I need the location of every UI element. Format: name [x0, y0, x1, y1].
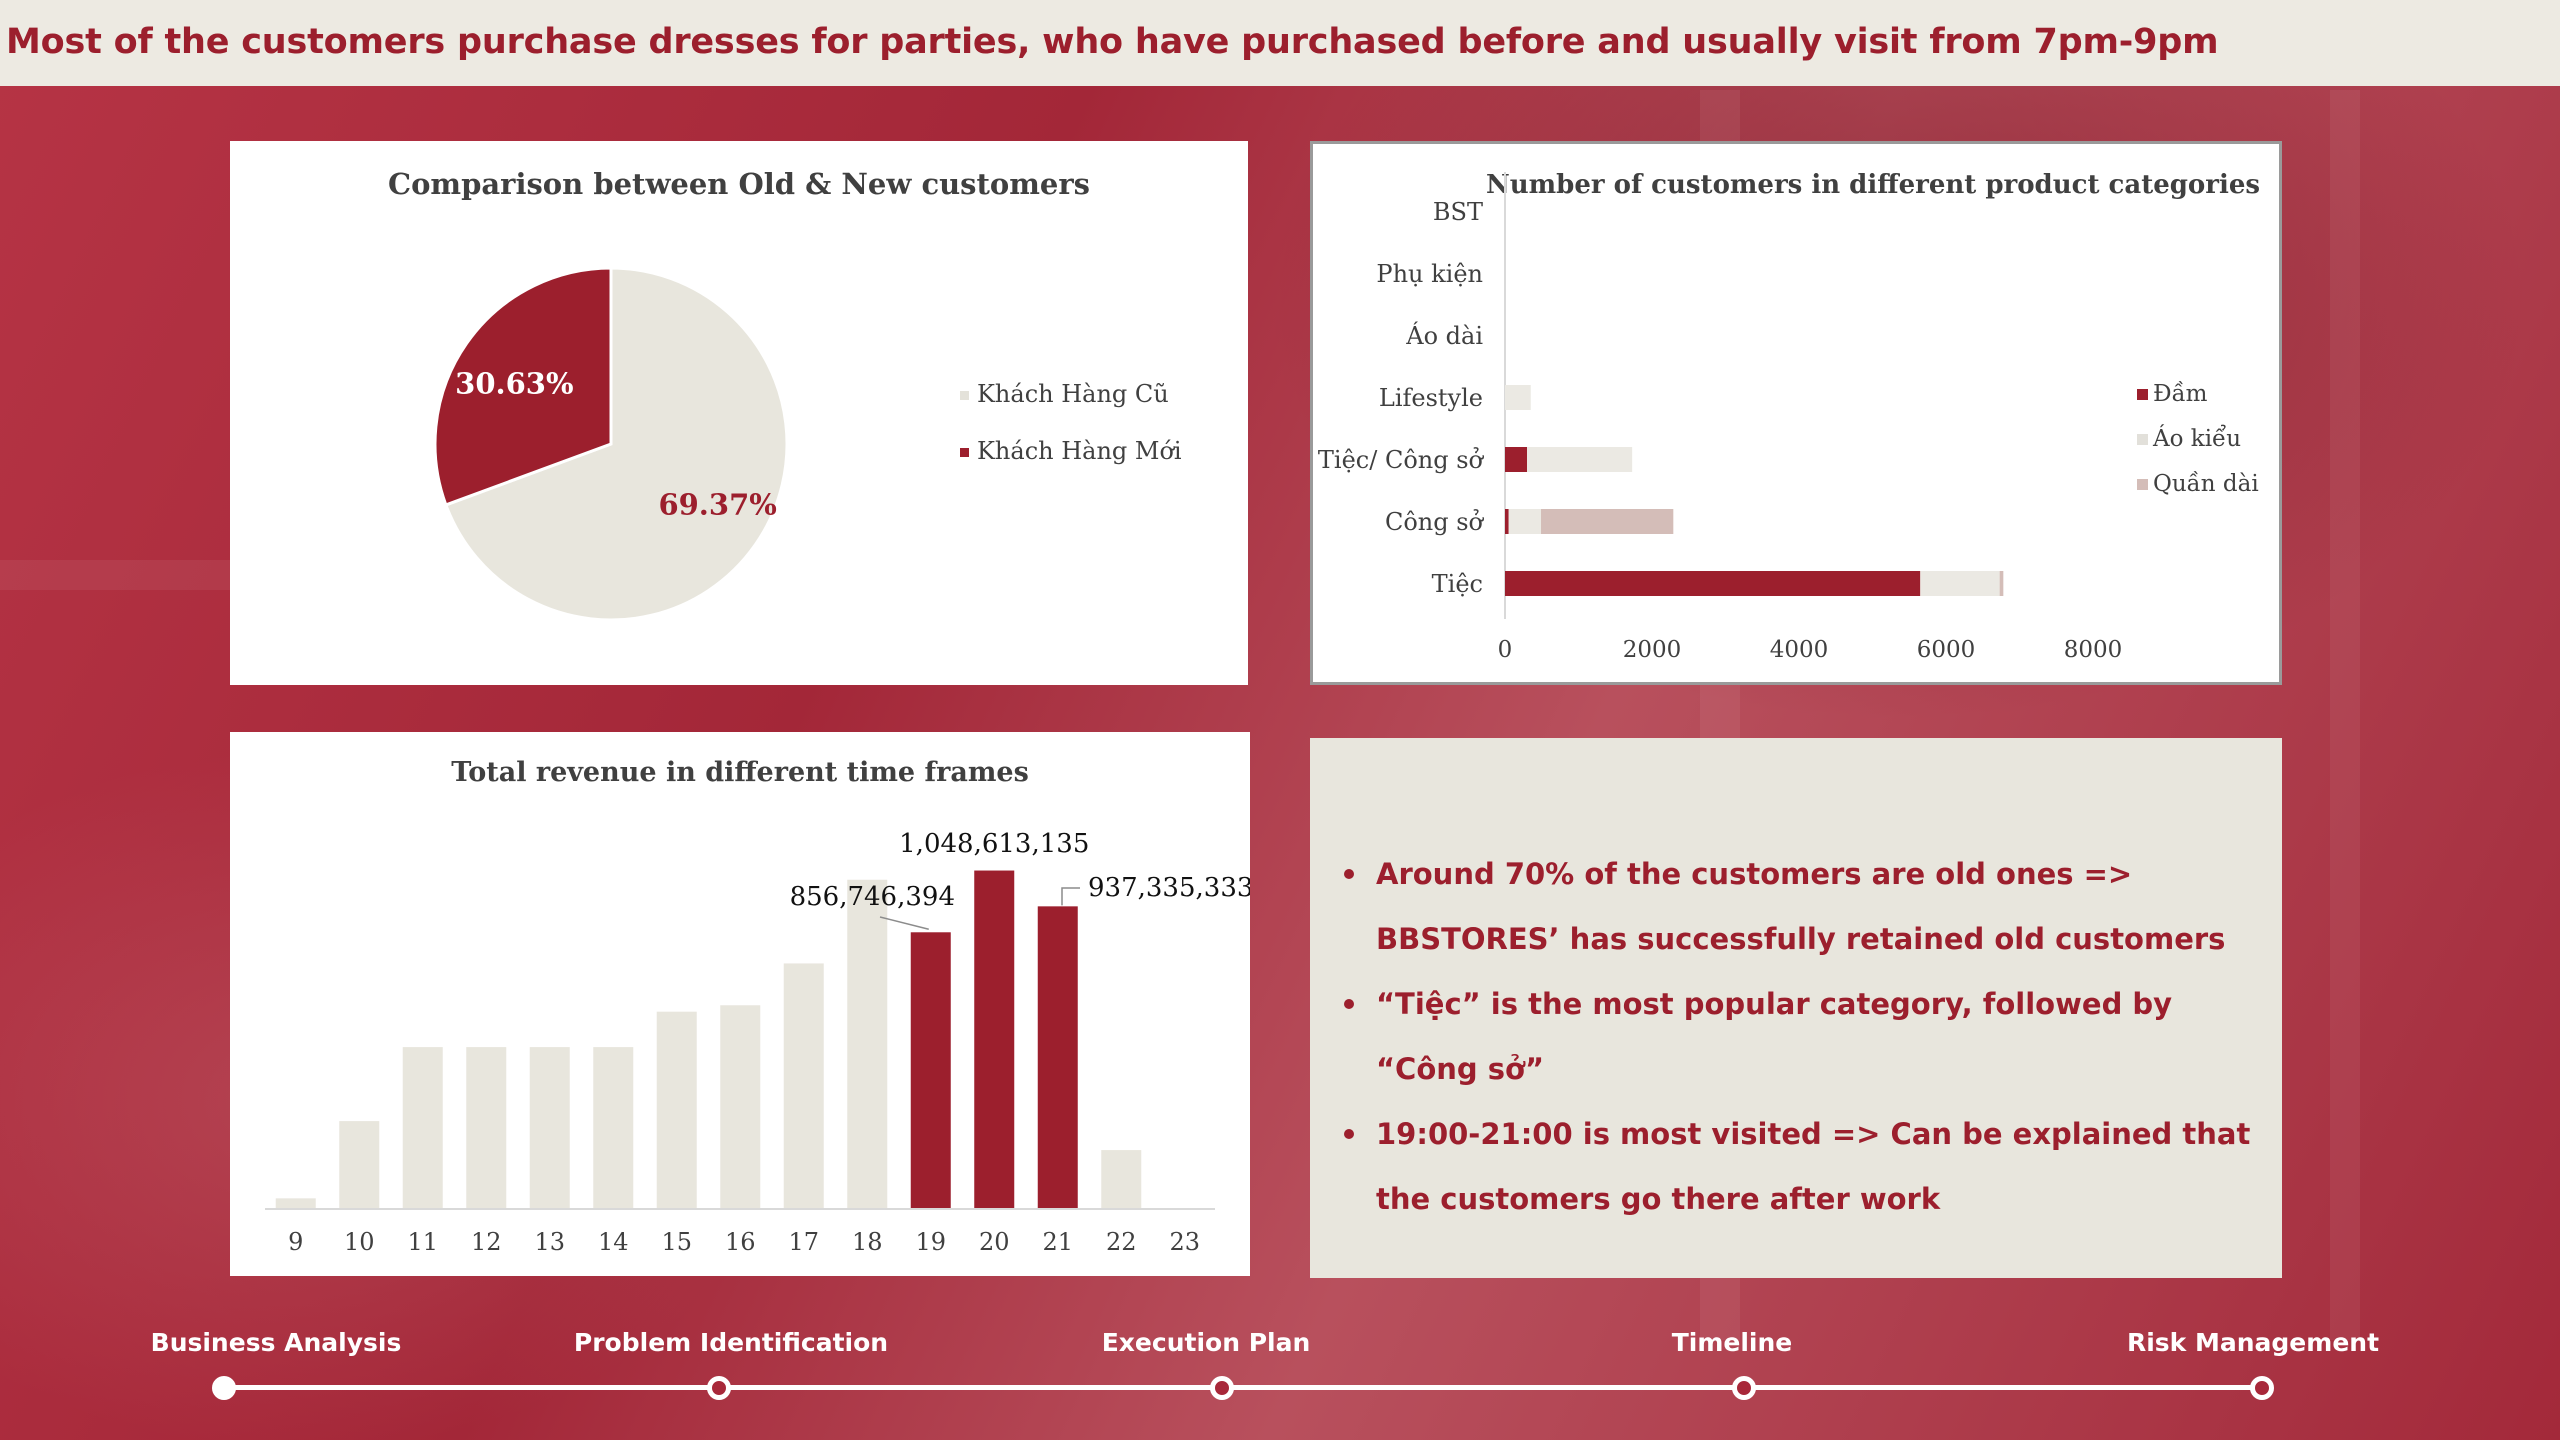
timeline-node-timeline[interactable]	[1732, 1376, 1756, 1400]
revenue-bar-19	[910, 932, 951, 1208]
bullet-icon	[1344, 869, 1354, 879]
timeline-label-execution-plan[interactable]: Execution Plan	[1101, 1328, 1311, 1357]
revenue-bar-21	[1037, 906, 1078, 1208]
category-bar-chart-panel: Number of customers in different product…	[1310, 141, 2282, 685]
slide-title: Most of the customers purchase dresses f…	[6, 22, 2219, 62]
revenue-bar-9	[275, 1198, 316, 1208]
category-legend-swatch	[2137, 389, 2148, 400]
hour-tick-21: 21	[1042, 1228, 1073, 1256]
bar-tiec-dam	[1505, 571, 1921, 596]
revenue-bar-10	[339, 1121, 380, 1208]
hour-tick-19: 19	[915, 1228, 946, 1256]
hour-tick-15: 15	[661, 1228, 692, 1256]
x-tick-6000: 6000	[1917, 637, 1976, 663]
leader-line	[1061, 887, 1080, 906]
revenue-bar-17	[783, 963, 824, 1208]
hour-tick-14: 14	[598, 1228, 629, 1256]
timeline-track	[222, 1385, 2262, 1390]
revenue-bar-16	[720, 1005, 761, 1208]
pie-legend-khach-hang-moi: Khách Hàng Mới	[977, 437, 1182, 465]
bar-cong-so-dam	[1505, 509, 1509, 534]
category-label-lifestyle: Lifestyle	[1379, 384, 1483, 412]
timeline-node-problem-identification[interactable]	[707, 1376, 731, 1400]
hour-tick-17: 17	[788, 1228, 819, 1256]
bar-tiec-cong-so-dam	[1505, 447, 1528, 472]
category-legend-ao-kieu: Áo kiểu	[2152, 424, 2241, 452]
x-tick-2000: 2000	[1623, 637, 1682, 663]
hour-tick-23: 23	[1169, 1228, 1200, 1256]
insights-list: Around 70% of the customers are old ones…	[1336, 842, 2266, 1232]
pie-slice-khach-hang-cu	[443, 266, 789, 622]
leader-line	[879, 916, 929, 931]
timeline-label-business-analysis[interactable]: Business Analysis	[150, 1328, 402, 1357]
category-label-phu-kien: Phụ kiện	[1376, 260, 1483, 288]
revenue-data-label-20: 1,048,613,135	[899, 829, 1089, 859]
category-legend-swatch	[2137, 434, 2148, 445]
revenue-bar-11	[402, 1047, 443, 1208]
pie-legend-swatch	[960, 448, 969, 457]
insight-item: “Tiệc” is the most popular category, fol…	[1336, 972, 2266, 1102]
hour-tick-20: 20	[979, 1228, 1010, 1256]
bar-lifestyle-ao-kieu	[1505, 385, 1531, 410]
bar-cong-so-quan-dai	[1541, 509, 1674, 534]
pie-legend-khach-hang-cu: Khách Hàng Cũ	[977, 380, 1169, 408]
category-label-tiec: Tiệc	[1432, 570, 1483, 598]
timeline-node-risk-management[interactable]	[2250, 1376, 2274, 1400]
timeline-label-problem-identification[interactable]: Problem Identification	[573, 1328, 889, 1357]
pie-data-label: 69.37%	[658, 487, 776, 521]
revenue-bar-13	[529, 1047, 570, 1208]
insight-item: Around 70% of the customers are old ones…	[1336, 842, 2266, 972]
revenue-bar-12	[466, 1047, 507, 1208]
pie-data-label: 30.63%	[455, 367, 573, 401]
bar-tiec-cong-so-ao-kieu	[1527, 447, 1633, 472]
pie-chart: Comparison between Old & New customers 6…	[388, 167, 1182, 622]
hour-tick-9: 9	[288, 1228, 303, 1256]
hour-tick-22: 22	[1106, 1228, 1137, 1256]
pie-chart-panel: Comparison between Old & New customers 6…	[230, 141, 1248, 685]
bar-tiec-ao-kieu	[1920, 571, 2000, 596]
pie-slice-khach-hang-moi	[433, 266, 613, 507]
revenue-bar-15	[656, 1011, 697, 1208]
revenue-bar-14	[593, 1047, 634, 1208]
pie-chart-title: Comparison between Old & New customers	[388, 167, 1090, 201]
category-label-cong-so: Công sở	[1385, 508, 1485, 536]
category-label-tiec-cong-so: Tiệc/ Công sở	[1318, 446, 1485, 474]
hour-tick-11: 11	[407, 1228, 438, 1256]
revenue-bar-20	[974, 870, 1015, 1208]
slide-header: Most of the customers purchase dresses f…	[0, 0, 2560, 86]
revenue-bar-chart-panel: Total revenue in different time frames 9…	[230, 732, 1250, 1276]
insights-panel: Around 70% of the customers are old ones…	[1310, 738, 2282, 1278]
x-tick-4000: 4000	[1770, 637, 1829, 663]
category-legend-dam: Đầm	[2153, 381, 2208, 407]
hour-tick-10: 10	[344, 1228, 375, 1256]
revenue-bar-18	[847, 879, 888, 1208]
timeline-label-risk-management[interactable]: Risk Management	[2126, 1328, 2380, 1357]
revenue-bar-chart: Total revenue in different time frames 9…	[265, 757, 1250, 1256]
category-bar-chart: Number of customers in different product…	[1318, 170, 2260, 663]
bar-cong-so-ao-kieu	[1508, 509, 1542, 534]
insight-item: 19:00-21:00 is most visited => Can be ex…	[1336, 1102, 2266, 1232]
timeline-node-business-analysis[interactable]	[212, 1376, 236, 1400]
category-label-bst: BST	[1433, 198, 1483, 226]
category-label-ao-dai: Áo dài	[1405, 321, 1483, 350]
category-legend-swatch	[2137, 479, 2148, 490]
revenue-data-label-21: 937,335,333	[1088, 873, 1250, 903]
bullet-icon	[1344, 1129, 1354, 1139]
hour-tick-13: 13	[534, 1228, 565, 1256]
bar-tiec-quan-dai	[1999, 571, 2004, 596]
timeline-label-timeline[interactable]: Timeline	[1671, 1328, 1793, 1357]
timeline-node-execution-plan[interactable]	[1210, 1376, 1234, 1400]
x-tick-8000: 8000	[2064, 637, 2123, 663]
pie-legend-swatch	[960, 391, 969, 400]
revenue-data-label-19: 856,746,394	[790, 882, 955, 912]
hour-tick-12: 12	[471, 1228, 502, 1256]
category-legend-quan-dai: Quần dài	[2153, 471, 2259, 497]
bullet-icon	[1344, 999, 1354, 1009]
hour-tick-18: 18	[852, 1228, 883, 1256]
revenue-bar-22	[1101, 1150, 1142, 1208]
revenue-chart-title: Total revenue in different time frames	[451, 757, 1029, 788]
x-tick-0: 0	[1498, 637, 1513, 663]
category-chart-title: Number of customers in different product…	[1486, 170, 2260, 200]
hour-tick-16: 16	[725, 1228, 756, 1256]
